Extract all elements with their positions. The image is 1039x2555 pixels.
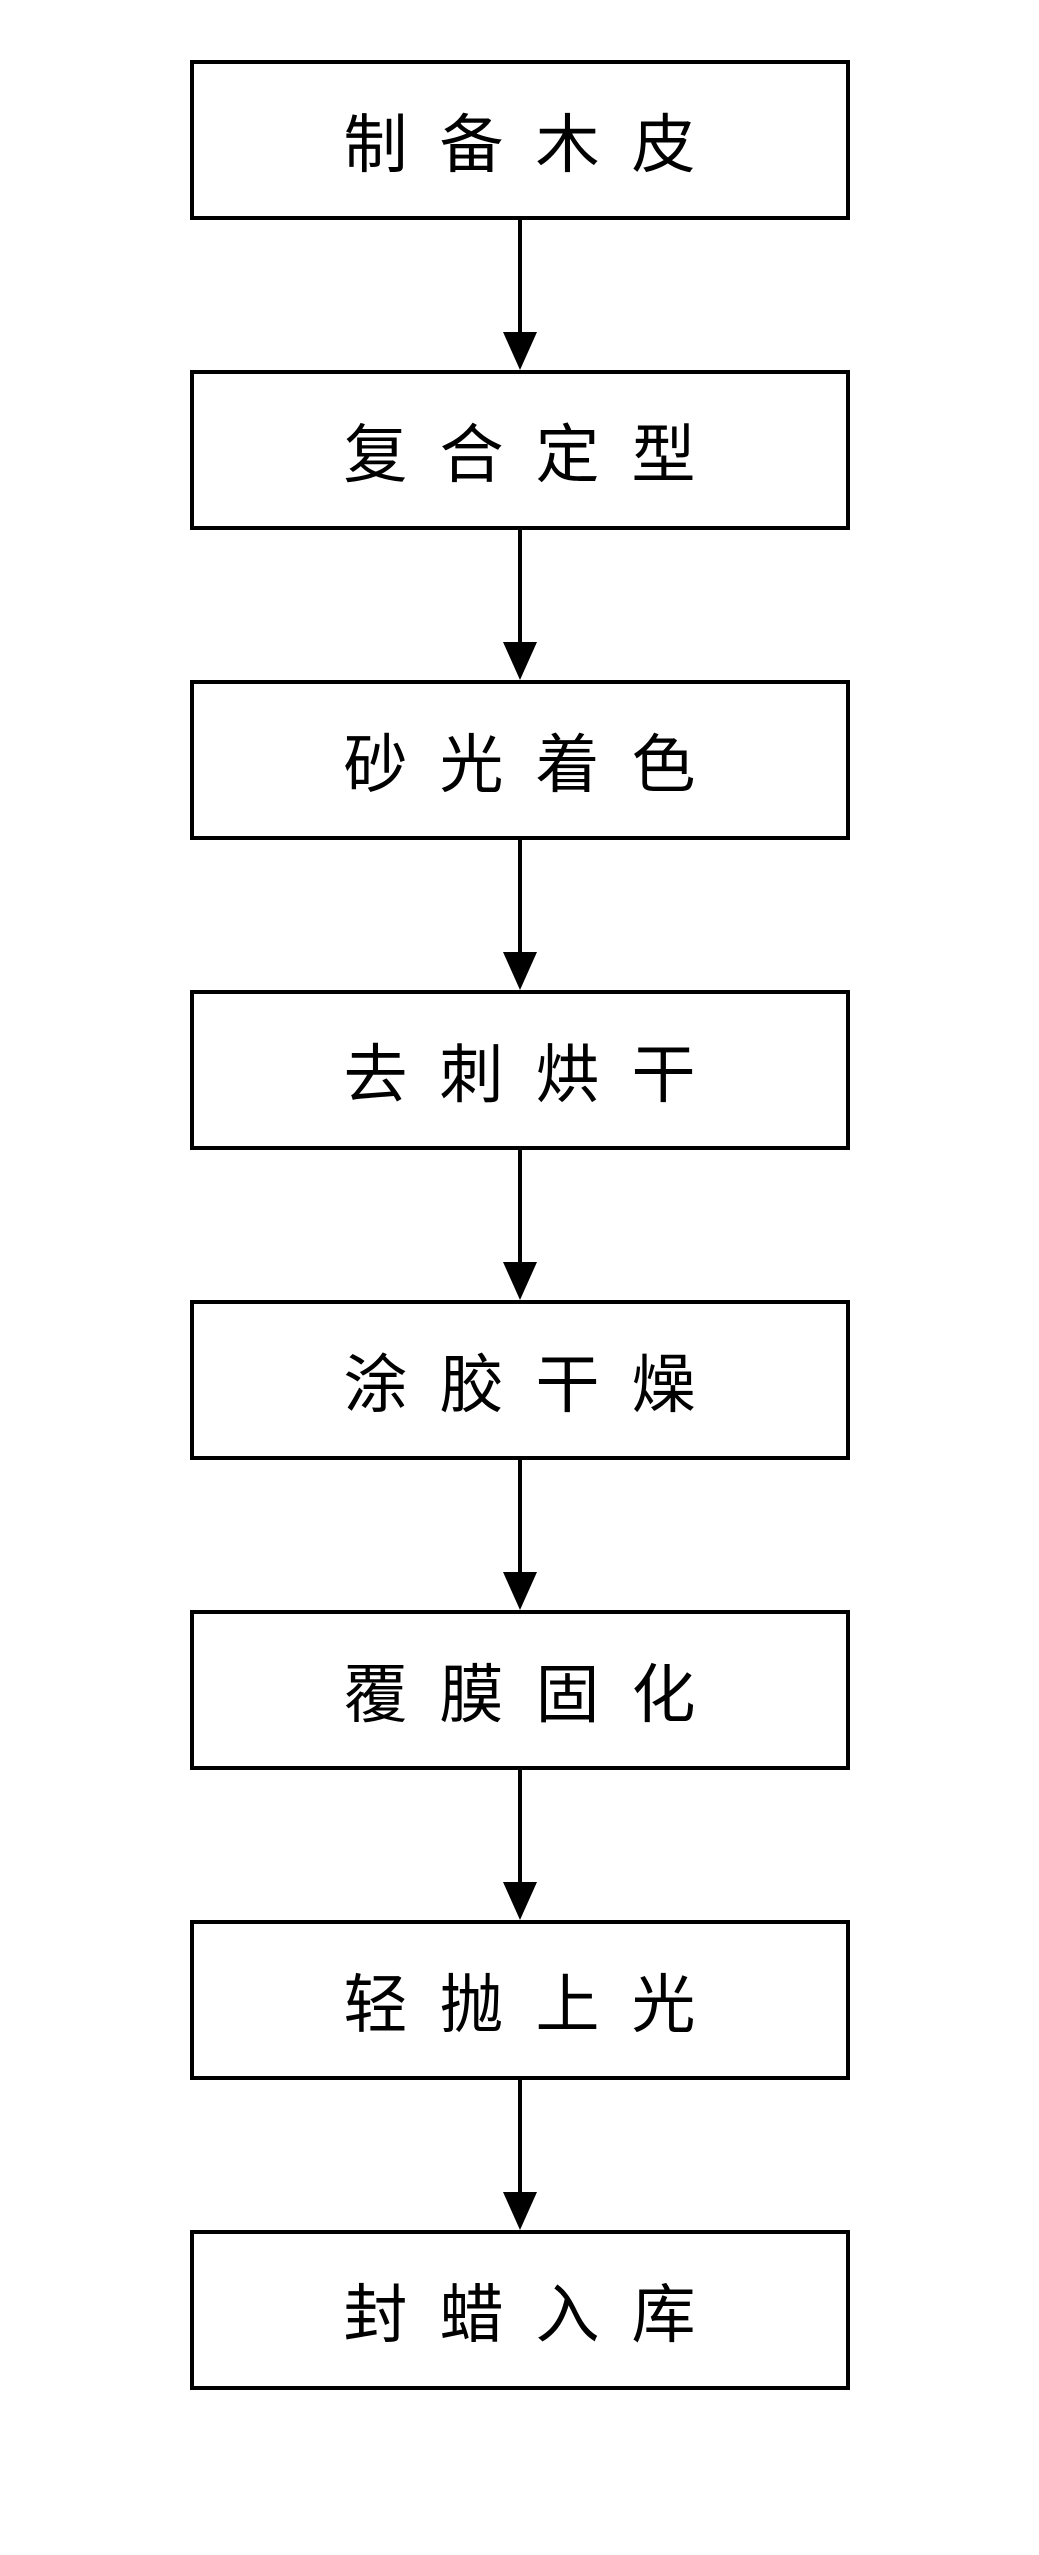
- flowchart-container: 制备木皮 复合定型 砂光着色 去刺烘干 涂胶干燥: [0, 60, 1039, 2390]
- flowchart-step-6: 覆膜固化: [190, 1610, 850, 1770]
- arrow-icon: [503, 220, 537, 370]
- arrow-icon: [503, 1460, 537, 1610]
- step-label: 涂胶干燥: [312, 1334, 728, 1426]
- flowchart-step-2: 复合定型: [190, 370, 850, 530]
- arrow-icon: [503, 1150, 537, 1300]
- flowchart-arrow-1: [503, 220, 537, 370]
- flowchart-step-4: 去刺烘干: [190, 990, 850, 1150]
- step-label: 制备木皮: [312, 94, 728, 186]
- arrow-icon: [503, 1770, 537, 1920]
- flowchart-step-1: 制备木皮: [190, 60, 850, 220]
- step-label: 砂光着色: [312, 714, 728, 806]
- arrow-icon: [503, 530, 537, 680]
- flowchart-arrow-2: [503, 530, 537, 680]
- flowchart-step-5: 涂胶干燥: [190, 1300, 850, 1460]
- flowchart-step-7: 轻抛上光: [190, 1920, 850, 2080]
- step-label: 封蜡入库: [312, 2264, 728, 2356]
- flowchart-step-8: 封蜡入库: [190, 2230, 850, 2390]
- step-label: 去刺烘干: [312, 1024, 728, 1116]
- flowchart-arrow-3: [503, 840, 537, 990]
- step-label: 复合定型: [312, 404, 728, 496]
- flowchart-arrow-7: [503, 2080, 537, 2230]
- flowchart-arrow-6: [503, 1770, 537, 1920]
- step-label: 轻抛上光: [312, 1954, 728, 2046]
- step-label: 覆膜固化: [312, 1644, 728, 1736]
- arrow-icon: [503, 840, 537, 990]
- flowchart-step-3: 砂光着色: [190, 680, 850, 840]
- arrow-icon: [503, 2080, 537, 2230]
- flowchart-arrow-4: [503, 1150, 537, 1300]
- flowchart-arrow-5: [503, 1460, 537, 1610]
